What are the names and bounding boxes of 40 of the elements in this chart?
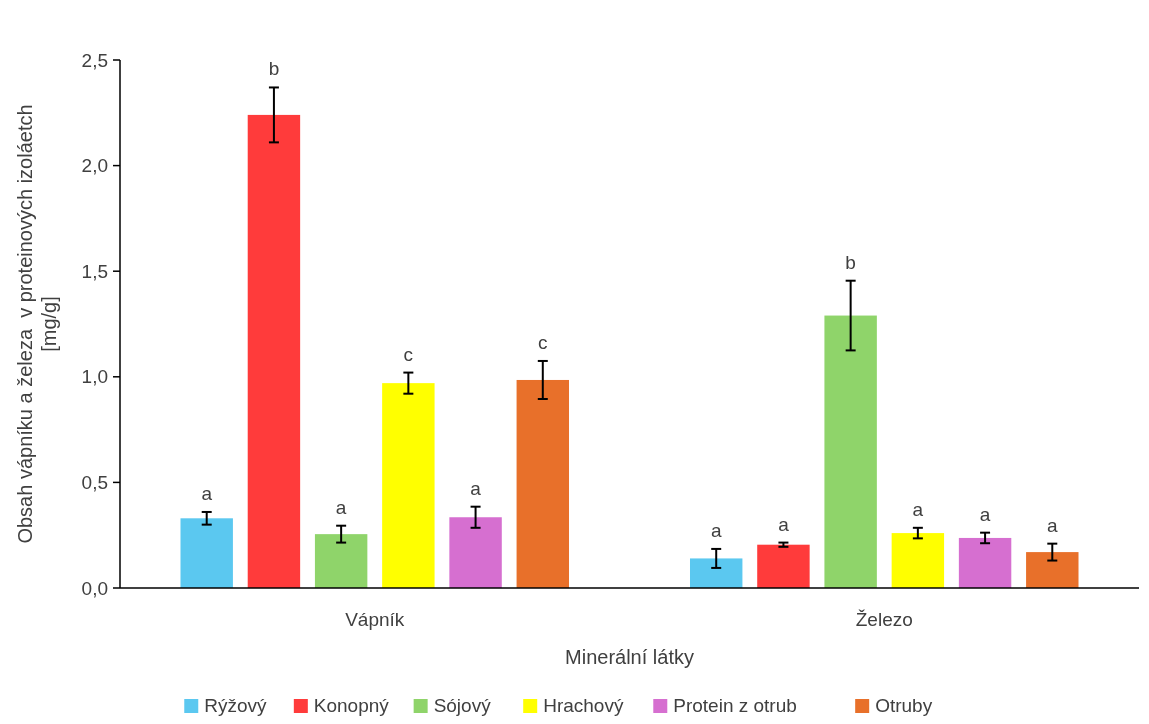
x-tick-label: Železo xyxy=(855,609,913,630)
legend-label: Otruby xyxy=(875,695,933,716)
legend-label: Konopný xyxy=(313,695,390,716)
data-label: a xyxy=(912,498,924,520)
data-label: a xyxy=(710,519,722,541)
y-tick-label: 0,0 xyxy=(81,577,108,599)
data-label: a xyxy=(470,477,482,499)
data-label: a xyxy=(778,513,790,535)
data-label: a xyxy=(335,496,347,518)
bar xyxy=(757,544,810,588)
bar xyxy=(314,534,368,588)
y-tick-label: 2,0 xyxy=(81,155,108,177)
data-label: a xyxy=(1047,514,1058,536)
bar xyxy=(891,533,945,588)
legend-label: Sójový xyxy=(433,695,492,716)
data-label: a xyxy=(201,482,213,504)
legend-label: Protein z otrub xyxy=(673,695,797,716)
legend-label: Rýžový xyxy=(204,695,268,716)
y-tick-label: 1,0 xyxy=(81,366,108,388)
y-tick-label: 2,5 xyxy=(81,49,108,71)
bar xyxy=(824,315,877,588)
y-axis-title: Obsah vápníku a železa v proteinových izoláetch [mg/g] xyxy=(14,104,60,544)
data-label: c xyxy=(538,331,548,353)
data-label: b xyxy=(845,251,856,273)
bar xyxy=(247,114,301,588)
y-tick-label: 0,5 xyxy=(81,472,108,494)
data-label: c xyxy=(403,343,414,365)
legend-label: Hrachový xyxy=(543,695,624,716)
bar xyxy=(180,518,233,588)
bar xyxy=(449,517,502,588)
x-tick-label: Vápník xyxy=(345,609,405,630)
data-label: b xyxy=(268,58,280,80)
bar xyxy=(516,379,570,588)
x-axis-title: Minerální látky xyxy=(565,646,694,668)
y-tick-label: 1,5 xyxy=(81,260,108,282)
bar xyxy=(1026,552,1079,588)
bar xyxy=(958,537,1012,588)
data-label: a xyxy=(979,503,991,525)
bar xyxy=(690,558,743,588)
bar xyxy=(382,383,435,588)
